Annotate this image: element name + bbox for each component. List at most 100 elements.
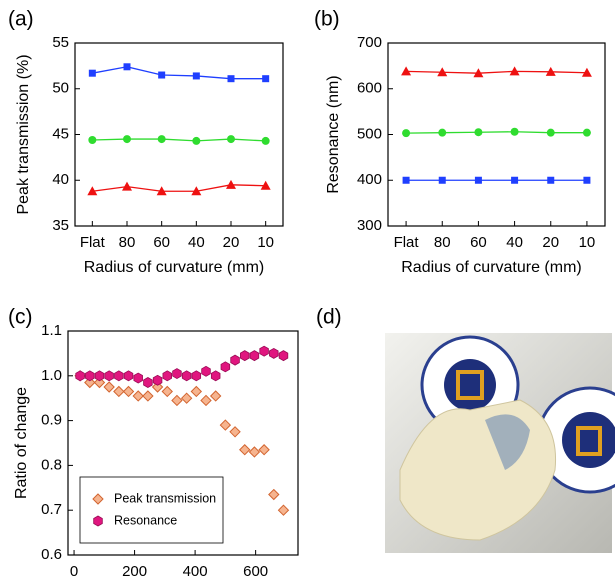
y-tick-label: 0.9 xyxy=(41,412,62,429)
marker xyxy=(191,386,201,396)
series-line xyxy=(406,132,587,133)
x-tick-label: 20 xyxy=(223,234,240,251)
marker xyxy=(182,371,191,381)
x-axis-label: Radius of curvature (mm) xyxy=(84,259,265,276)
x-tick-label: 80 xyxy=(434,234,451,251)
marker xyxy=(262,75,269,82)
x-tick-label: 80 xyxy=(119,234,136,251)
marker xyxy=(402,129,410,137)
y-tick-label: 40 xyxy=(52,171,69,188)
marker xyxy=(249,447,259,457)
marker xyxy=(547,177,554,184)
x-tick-label: 60 xyxy=(153,234,170,251)
y-tick-label: 400 xyxy=(357,171,382,188)
marker xyxy=(583,129,591,137)
marker xyxy=(211,391,221,401)
marker xyxy=(211,371,220,381)
marker xyxy=(153,375,162,385)
marker xyxy=(134,373,143,383)
photo xyxy=(385,333,615,553)
series-line xyxy=(92,185,265,191)
y-tick-label: 0.8 xyxy=(41,456,62,473)
x-tick-label: 600 xyxy=(243,563,268,578)
marker xyxy=(89,70,96,77)
panel-label: (c) xyxy=(8,306,33,329)
marker xyxy=(124,386,134,396)
marker xyxy=(240,351,249,361)
x-tick-label: 20 xyxy=(542,234,559,251)
marker xyxy=(547,129,555,137)
x-tick-label: 400 xyxy=(183,563,208,578)
marker xyxy=(474,128,482,136)
marker xyxy=(260,346,269,356)
marker xyxy=(95,371,104,381)
marker xyxy=(439,177,446,184)
marker xyxy=(227,135,235,143)
marker xyxy=(115,371,124,381)
marker xyxy=(202,366,211,376)
marker xyxy=(162,386,172,396)
marker xyxy=(114,386,124,396)
series-line xyxy=(92,139,265,141)
marker xyxy=(438,129,446,137)
y-tick-label: 50 xyxy=(52,80,69,97)
marker xyxy=(158,72,165,79)
y-tick-label: 0.7 xyxy=(41,501,62,518)
x-tick-label: Flat xyxy=(80,234,106,251)
y-tick-label: 1.0 xyxy=(41,367,62,384)
marker xyxy=(158,135,166,143)
series-line xyxy=(92,67,265,79)
marker xyxy=(163,371,172,381)
marker xyxy=(221,362,230,372)
marker xyxy=(269,490,279,500)
marker xyxy=(475,177,482,184)
marker xyxy=(105,371,114,381)
marker xyxy=(220,420,230,430)
y-tick-label: 700 xyxy=(357,34,382,51)
legend-label: Peak transmission xyxy=(114,491,216,505)
y-tick-label: 300 xyxy=(357,217,382,234)
panel-label: (b) xyxy=(314,8,340,31)
marker xyxy=(182,393,192,403)
marker xyxy=(240,445,250,455)
marker xyxy=(511,128,519,136)
x-tick-label: 40 xyxy=(506,234,523,251)
marker xyxy=(228,75,235,82)
y-tick-label: 45 xyxy=(52,125,69,142)
marker xyxy=(192,137,200,145)
marker xyxy=(192,371,201,381)
marker xyxy=(76,371,85,381)
marker xyxy=(262,137,270,145)
y-tick-label: 500 xyxy=(357,125,382,142)
marker xyxy=(279,351,288,361)
marker xyxy=(231,355,240,365)
y-tick-label: 55 xyxy=(52,34,69,51)
marker xyxy=(583,177,590,184)
y-tick-label: 1.1 xyxy=(41,322,62,339)
y-tick-label: 35 xyxy=(52,217,69,234)
marker xyxy=(201,395,211,405)
plot-frame xyxy=(388,43,605,226)
marker xyxy=(122,182,132,191)
x-tick-label: 10 xyxy=(579,234,596,251)
y-axis-label: Resonance (nm) xyxy=(325,75,342,193)
legend-label: Resonance xyxy=(114,513,177,527)
marker xyxy=(259,445,269,455)
marker xyxy=(278,505,288,515)
marker xyxy=(124,371,133,381)
y-axis-label: Peak transmission (%) xyxy=(15,54,32,214)
x-axis-label: Radius of curvature (mm) xyxy=(401,259,582,276)
x-tick-label: 200 xyxy=(122,563,147,578)
x-tick-label: 0 xyxy=(70,563,78,578)
series-line xyxy=(406,71,587,73)
marker xyxy=(269,348,278,358)
y-axis-label: Ratio of change xyxy=(13,387,30,499)
panel-label: (a) xyxy=(8,8,34,31)
marker xyxy=(124,63,131,70)
figure: (a) 35 40 45 50 55 Peak transmission (%) Radius… xyxy=(0,0,615,578)
marker xyxy=(193,72,200,79)
y-tick-label: 600 xyxy=(357,80,382,97)
x-tick-label: 10 xyxy=(257,234,274,251)
marker xyxy=(143,391,153,401)
marker xyxy=(172,395,182,405)
